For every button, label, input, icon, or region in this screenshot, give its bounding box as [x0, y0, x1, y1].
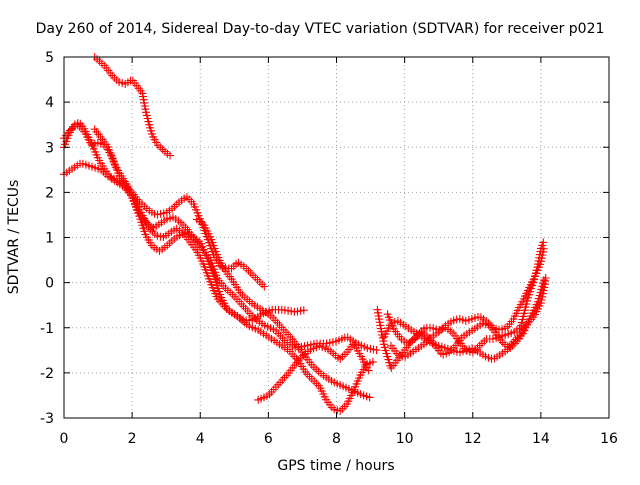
series-arc-b: [60, 119, 308, 325]
x-tick-label: 0: [60, 431, 69, 447]
x-axis-label: GPS time / hours: [277, 458, 394, 474]
axis-ticks: [63, 56, 610, 419]
x-tick-label: 16: [600, 431, 618, 447]
data-point-markers: [192, 215, 374, 402]
x-tick-label: 2: [128, 431, 137, 447]
x-tick-labels: 0 2 4 6 8 10 12 14 16: [60, 431, 618, 447]
series-arc-j: [387, 244, 548, 361]
data-marks: [60, 53, 550, 415]
data-point-markers: [254, 340, 373, 404]
y-tick-labels: -3 -2 -1 0 1 2 3 4 5: [40, 50, 54, 427]
x-tick-label: 4: [196, 431, 205, 447]
x-tick-label: 12: [464, 431, 482, 447]
series-arc-e: [192, 215, 374, 402]
y-tick-label: 5: [45, 50, 54, 66]
y-tick-label: 4: [45, 95, 54, 111]
data-point-markers: [90, 125, 377, 415]
x-tick-label: 10: [396, 431, 414, 447]
series-arc-a: [60, 159, 269, 291]
x-tick-label: 6: [264, 431, 273, 447]
data-point-markers: [60, 119, 308, 325]
data-point-markers: [387, 244, 548, 361]
y-axis-label: SDTVAR / TECUs: [6, 180, 22, 295]
y-tick-label: 0: [45, 276, 54, 292]
chart-title: Day 260 of 2014, Sidereal Day-to-day VTE…: [36, 21, 605, 37]
series-arc-d: [90, 125, 377, 415]
y-tick-label: -1: [40, 321, 54, 337]
data-point-markers: [60, 159, 269, 291]
y-tick-label: 3: [45, 140, 54, 156]
y-tick-label: -3: [40, 411, 54, 427]
y-tick-label: 1: [45, 231, 54, 247]
grid-lines: [64, 57, 609, 418]
y-tick-label: -2: [40, 366, 54, 382]
series-arc-f: [254, 340, 373, 404]
x-tick-label: 8: [332, 431, 341, 447]
x-tick-label: 14: [532, 431, 550, 447]
y-tick-label: 2: [45, 185, 54, 201]
